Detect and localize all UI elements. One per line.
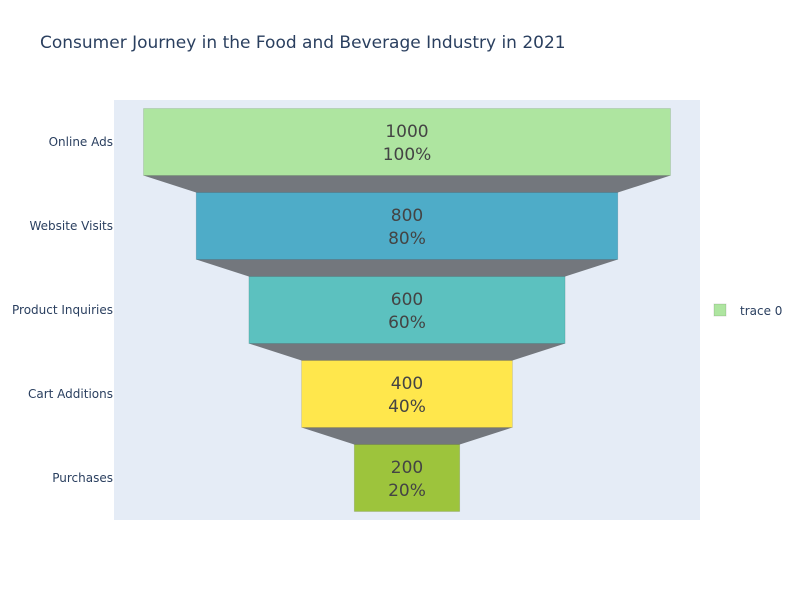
category-tick-label: Website Visits [30, 219, 113, 233]
legend-swatch[interactable] [713, 303, 727, 317]
bar-value-label: 1000 [385, 122, 428, 142]
funnel-bars: 1000 100% 800 80% 600 60% 400 40% 200 20% [143, 108, 671, 512]
category-labels: Online Ads Website Visits Product Inquirie… [12, 135, 113, 485]
bar-value-label: 200 [391, 458, 423, 478]
legend[interactable]: trace 0 [713, 303, 782, 318]
bar-percent-label: 40% [388, 397, 426, 417]
funnel-connectors [143, 175, 671, 445]
funnel-bar[interactable] [301, 360, 513, 428]
funnel-bar[interactable] [195, 192, 619, 260]
funnel-connector [196, 259, 618, 277]
category-tick-label: Purchases [52, 471, 113, 485]
funnel-connector [248, 343, 566, 361]
bar-percent-label: 60% [388, 313, 426, 333]
bar-value-label: 600 [391, 290, 423, 310]
funnel-bar[interactable] [248, 276, 566, 344]
bar-percent-label: 100% [383, 145, 432, 165]
bar-percent-label: 80% [388, 229, 426, 249]
chart-title: Consumer Journey in the Food and Beverag… [40, 33, 566, 53]
bar-percent-label: 20% [388, 481, 426, 501]
funnel-bar[interactable] [353, 444, 461, 512]
funnel-bar[interactable] [143, 108, 671, 176]
funnel-connector [301, 427, 513, 445]
legend-label[interactable]: trace 0 [740, 304, 782, 318]
funnel-connector [143, 175, 671, 193]
bar-value-label: 800 [391, 206, 423, 226]
category-tick-label: Online Ads [49, 135, 113, 149]
bar-value-label: 400 [391, 374, 423, 394]
category-tick-label: Product Inquiries [12, 303, 113, 317]
category-tick-label: Cart Additions [28, 387, 113, 401]
